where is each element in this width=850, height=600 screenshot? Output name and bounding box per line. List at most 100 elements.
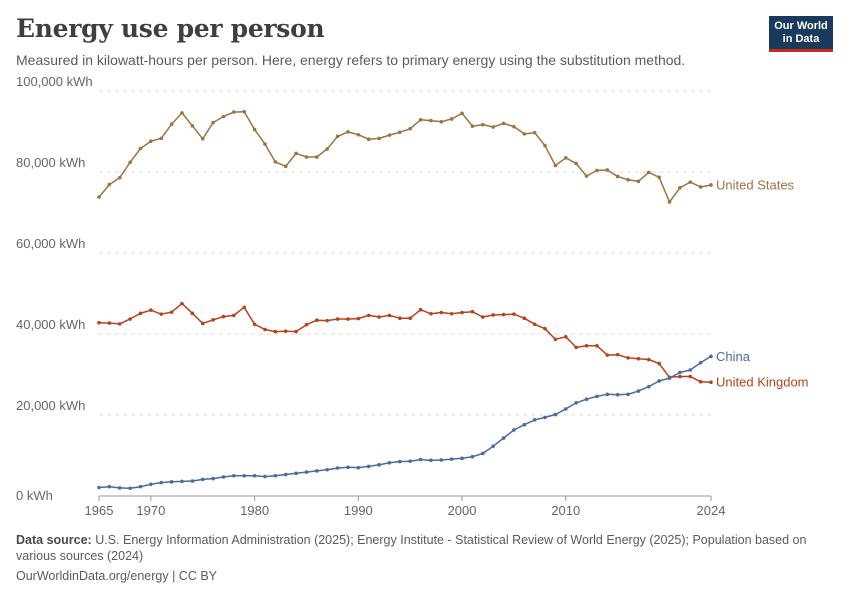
- data-point: [584, 343, 589, 348]
- data-point: [543, 326, 547, 331]
- data-point: [501, 312, 506, 317]
- data-point: [480, 122, 485, 127]
- data-point: [408, 316, 412, 321]
- data-point: [429, 311, 433, 316]
- data-point: [408, 126, 412, 131]
- data-point: [418, 117, 423, 122]
- data-point: [532, 418, 537, 422]
- series-line: [98, 302, 712, 383]
- data-point: [657, 361, 661, 366]
- data-point: [387, 133, 392, 137]
- data-point: [325, 467, 330, 472]
- data-point: [273, 160, 278, 164]
- data-point: [615, 352, 620, 357]
- data-point: [698, 360, 703, 365]
- data-point: [491, 313, 495, 317]
- data-point: [470, 309, 475, 314]
- data-point: [626, 392, 630, 397]
- data-point: [667, 200, 672, 204]
- data-point: [346, 465, 350, 470]
- data-point: [325, 318, 330, 323]
- data-point: [626, 177, 630, 182]
- data-point: [646, 384, 651, 389]
- data-point: [387, 313, 392, 318]
- data-point: [138, 146, 143, 151]
- data-point: [159, 136, 164, 141]
- data-point: [294, 151, 298, 156]
- data-point: [605, 353, 610, 357]
- data-point: [211, 318, 215, 322]
- data-point: [377, 136, 381, 141]
- series-line: [98, 110, 712, 203]
- data-point: [273, 473, 278, 478]
- data-point: [512, 428, 516, 432]
- data-point: [398, 316, 402, 321]
- data-point: [470, 454, 475, 459]
- data-point: [563, 407, 568, 411]
- series-line: [98, 355, 712, 490]
- data-point: [200, 136, 205, 141]
- data-point: [232, 110, 236, 114]
- data-point: [595, 343, 599, 348]
- data-source-note: Data source: U.S. Energy Information Adm…: [16, 532, 831, 564]
- data-point: [657, 379, 661, 383]
- data-point: [522, 422, 527, 427]
- x-tick-label: 2024: [697, 503, 726, 518]
- data-point: [429, 458, 433, 463]
- data-point: [107, 182, 112, 187]
- data-point: [678, 185, 682, 190]
- x-tick-label: 1980: [240, 503, 269, 518]
- data-point: [512, 312, 516, 316]
- data-point: [439, 119, 444, 124]
- data-point: [491, 444, 495, 448]
- data-point: [169, 310, 174, 314]
- data-point: [688, 368, 693, 372]
- data-point: [190, 311, 195, 316]
- data-point: [522, 316, 527, 321]
- y-tick-label: 80,000 kWh: [16, 155, 85, 170]
- data-point: [636, 179, 641, 184]
- data-point: [366, 313, 371, 318]
- data-point: [480, 315, 485, 319]
- data-point: [107, 484, 112, 489]
- data-point: [688, 374, 693, 379]
- x-tick-label: 1965: [85, 503, 114, 518]
- logo-line-2: in Data: [782, 33, 820, 45]
- data-point: [636, 356, 641, 361]
- data-point: [553, 163, 558, 168]
- data-point: [159, 312, 164, 316]
- data-point: [366, 464, 371, 469]
- data-point: [159, 480, 164, 485]
- x-tick-label: 1990: [344, 503, 373, 518]
- data-point: [294, 471, 298, 476]
- x-tick-label: 2010: [551, 503, 580, 518]
- data-point: [242, 473, 247, 478]
- data-point: [709, 380, 713, 384]
- data-point: [335, 134, 340, 139]
- data-point: [346, 317, 350, 321]
- data-point: [657, 175, 661, 180]
- data-point: [315, 469, 319, 473]
- data-point: [97, 195, 101, 199]
- data-point: [356, 316, 361, 321]
- data-point: [304, 155, 309, 159]
- data-point: [563, 335, 568, 339]
- data-point: [398, 130, 402, 135]
- data-point: [252, 127, 257, 132]
- data-point: [636, 389, 641, 393]
- data-point: [595, 168, 599, 173]
- data-point: [232, 473, 236, 478]
- data-point: [117, 322, 122, 326]
- data-point: [377, 315, 381, 319]
- data-point: [532, 322, 537, 327]
- owid-logo[interactable]: Our World in Data: [769, 16, 833, 52]
- data-point: [252, 322, 257, 327]
- data-point: [574, 161, 578, 166]
- data-point: [646, 170, 651, 175]
- series-label: United States: [716, 177, 795, 192]
- data-source-text: U.S. Energy Information Administration (…: [16, 533, 807, 563]
- data-point: [574, 345, 578, 350]
- data-point: [346, 130, 350, 134]
- data-point: [128, 486, 132, 491]
- footer-url[interactable]: OurWorldinData.org/energy | CC BY: [16, 569, 218, 583]
